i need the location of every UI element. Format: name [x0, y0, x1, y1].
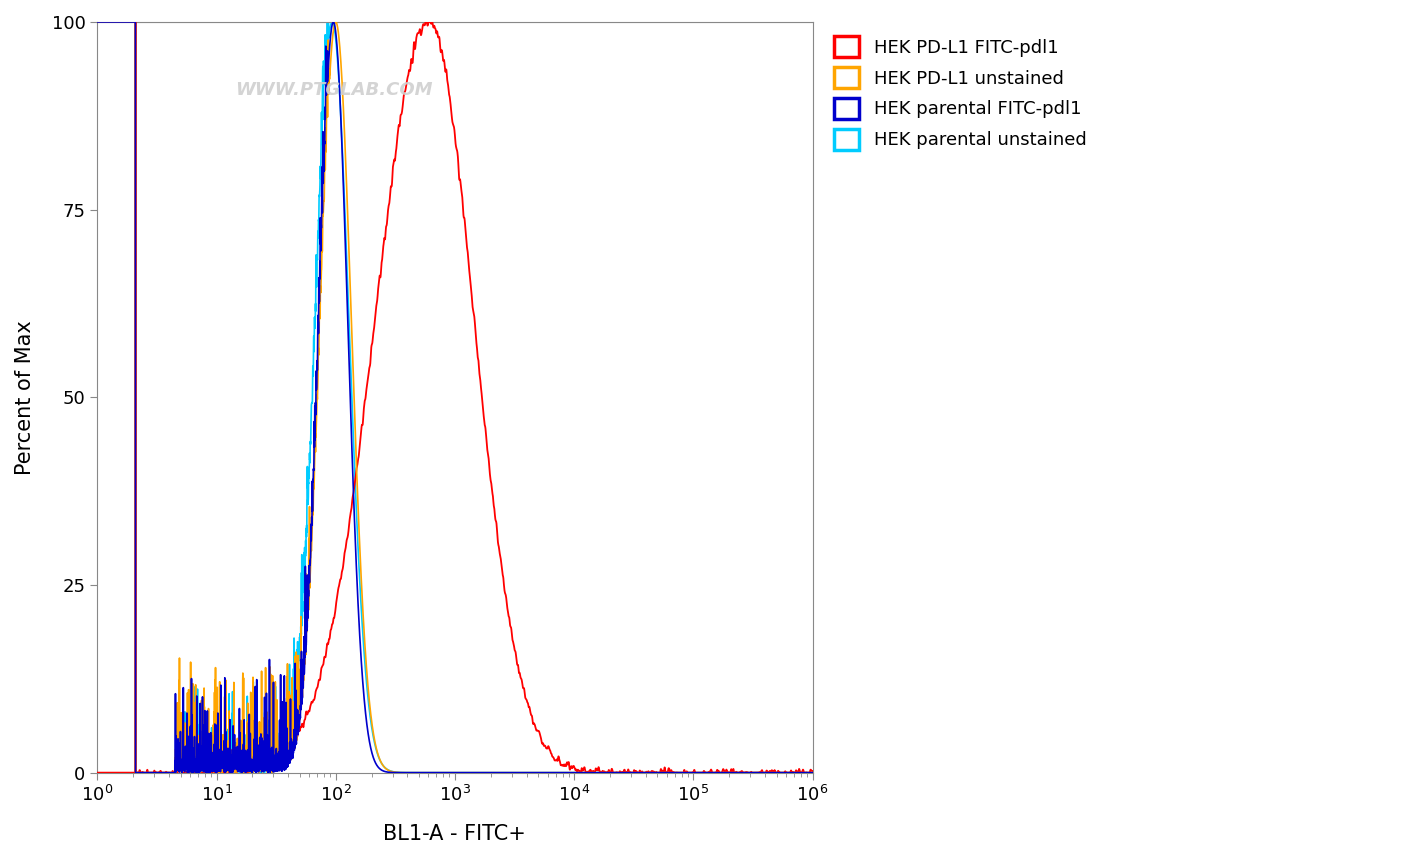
Text: WWW.PTGLAB.COM: WWW.PTGLAB.COM [235, 81, 432, 99]
Y-axis label: Percent of Max: Percent of Max [15, 320, 35, 475]
X-axis label: BL1-A - FITC+: BL1-A - FITC+ [384, 824, 526, 844]
Legend: HEK PD-L1 FITC-pdl1, HEK PD-L1 unstained, HEK parental FITC-pdl1, HEK parental u: HEK PD-L1 FITC-pdl1, HEK PD-L1 unstained… [828, 31, 1092, 155]
